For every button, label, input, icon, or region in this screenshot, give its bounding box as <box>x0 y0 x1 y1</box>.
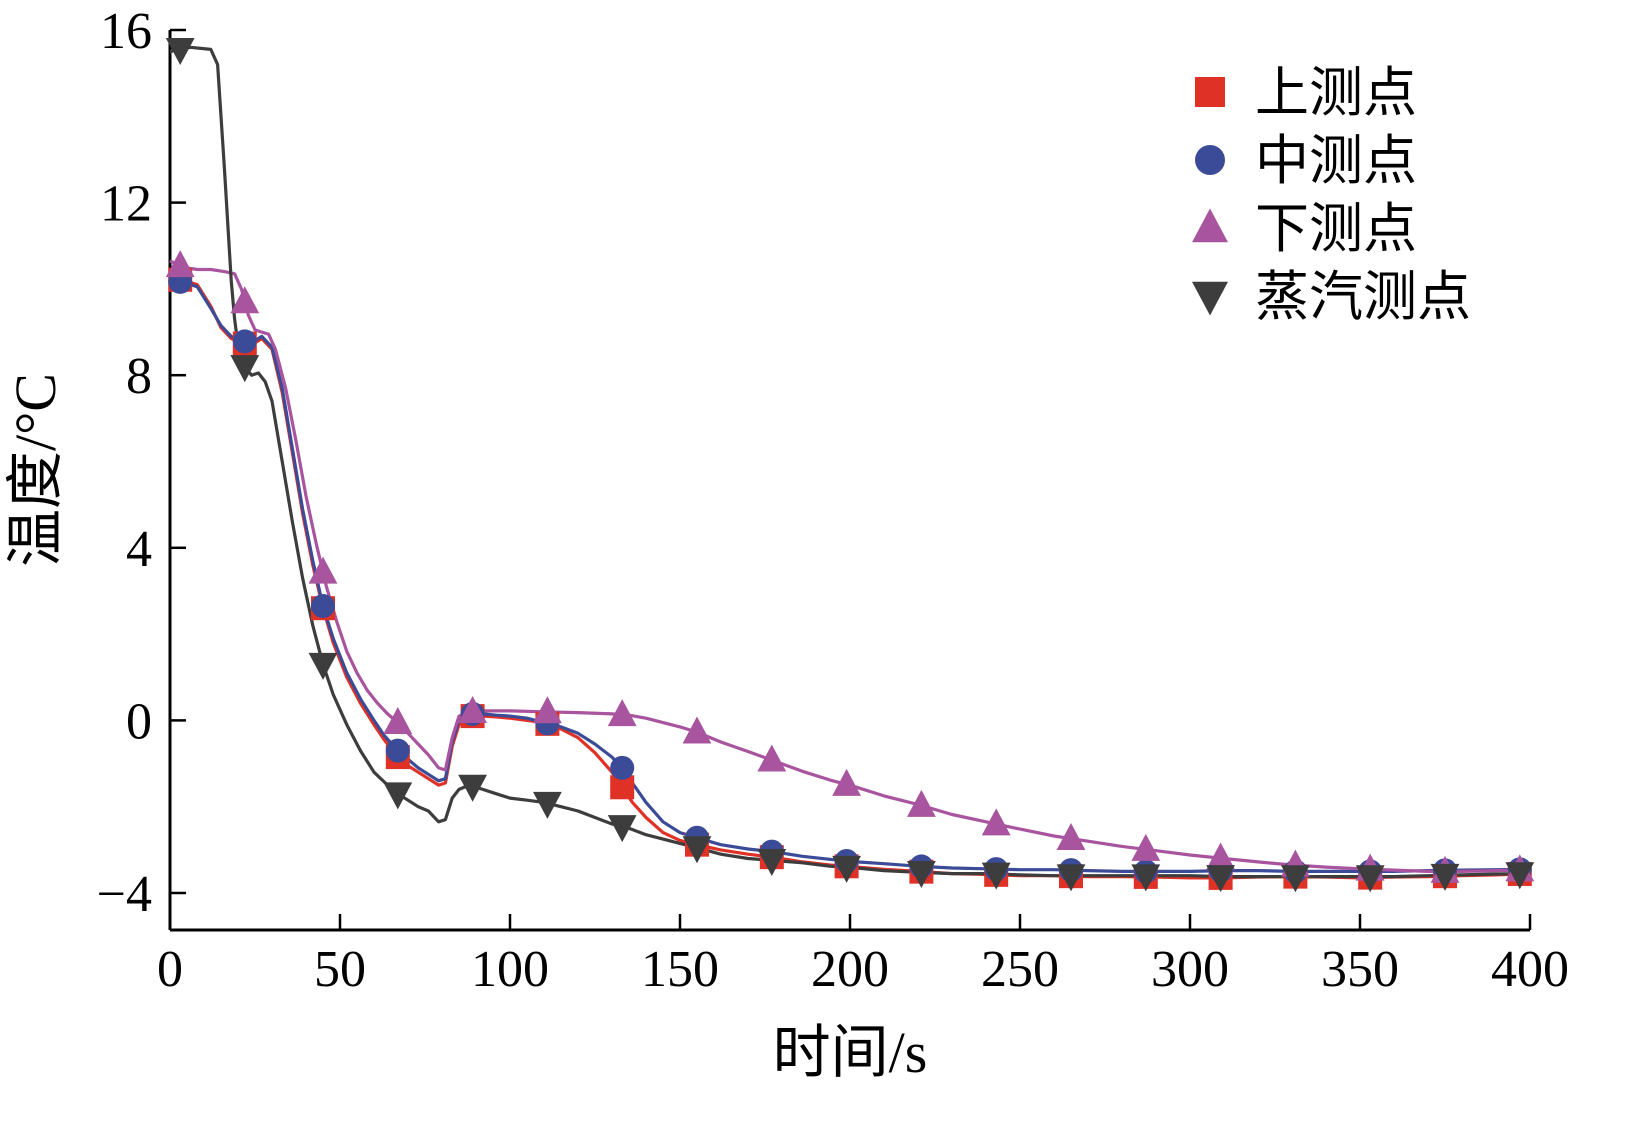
y-tick-label: 4 <box>126 521 152 578</box>
x-tick-label: 50 <box>314 941 366 998</box>
y-axis-title: 温度/°C <box>3 373 68 567</box>
y-tick-label: −4 <box>97 866 152 923</box>
x-tick-label: 0 <box>157 941 183 998</box>
x-tick-label: 400 <box>1491 941 1569 998</box>
series-line-3 <box>169 45 1531 879</box>
y-tick-label: 8 <box>126 348 152 405</box>
legend-label-2: 下测点 <box>1255 199 1417 259</box>
legend-label-0: 上测点 <box>1255 63 1417 123</box>
x-tick-label: 100 <box>471 941 549 998</box>
x-tick-label: 350 <box>1321 941 1399 998</box>
legend-item-2: 下测点 <box>1192 199 1417 259</box>
legend-item-3: 蒸汽测点 <box>1192 267 1471 327</box>
x-tick-label: 250 <box>981 941 1059 998</box>
y-tick-label: 12 <box>100 176 152 233</box>
series-markers-3 <box>165 38 1535 893</box>
x-tick-label: 200 <box>811 941 889 998</box>
x-tick-label: 150 <box>641 941 719 998</box>
legend-item-1: 中测点 <box>1195 131 1417 191</box>
x-tick-label: 300 <box>1151 941 1229 998</box>
legend-label-1: 中测点 <box>1255 131 1417 191</box>
series-markers-0 <box>168 267 1532 890</box>
y-tick-label: 0 <box>126 693 152 750</box>
legend-item-0: 上测点 <box>1195 63 1417 123</box>
x-axis-title: 时间/s <box>773 1020 928 1085</box>
series-markers-2 <box>165 250 1535 883</box>
y-tick-label: 16 <box>100 3 152 60</box>
legend-label-3: 蒸汽测点 <box>1255 267 1471 327</box>
